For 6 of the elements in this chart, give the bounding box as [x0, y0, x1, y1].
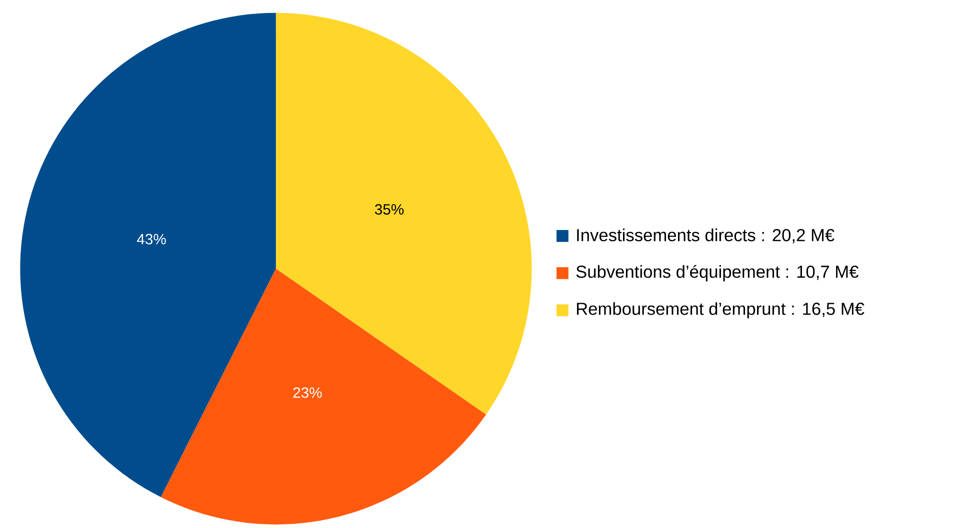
data-label: 43% — [136, 234, 166, 244]
data-label: 23% — [293, 387, 322, 398]
data-label: 35% — [374, 204, 404, 214]
legend-label: Remboursement d’emprunt : 16,5 M€ — [576, 302, 864, 318]
legend-label: Subventions d’équipement : 10,7 M€ — [576, 264, 858, 282]
legend-label: Investissements directs : 20,2 M€ — [577, 228, 834, 244]
